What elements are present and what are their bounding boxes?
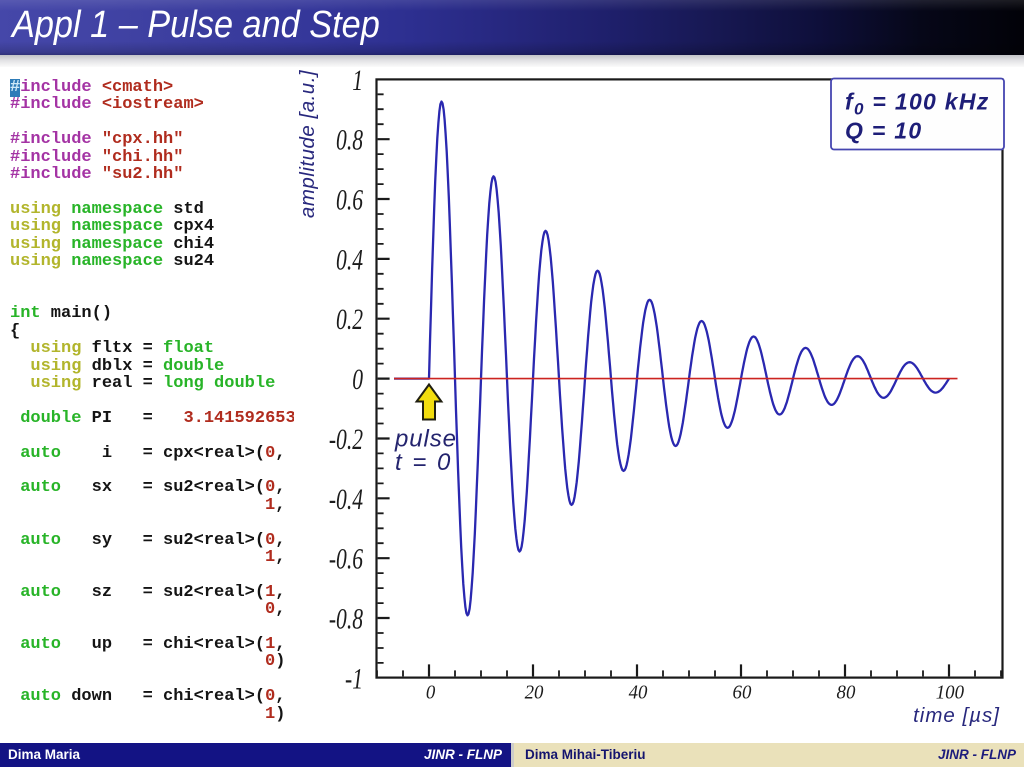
svg-text:0.8: 0.8 [336, 123, 363, 156]
svg-text:60: 60 [733, 681, 752, 704]
svg-text:80: 80 [837, 681, 856, 704]
svg-text:f0 = 100 kHz: f0 = 100 kHz [845, 89, 990, 119]
svg-text:0.4: 0.4 [336, 243, 363, 276]
svg-text:pulse: pulse [394, 426, 457, 453]
svg-text:-1: -1 [345, 662, 363, 695]
svg-text:Q = 10: Q = 10 [845, 118, 923, 144]
svg-text:time [µs]: time [µs] [913, 704, 1000, 727]
svg-text:-0.4: -0.4 [329, 482, 363, 515]
svg-text:-0.2: -0.2 [329, 423, 363, 456]
svg-text:1: 1 [352, 64, 363, 97]
svg-text:amplitude [a.u.]: amplitude [a.u.] [296, 69, 319, 218]
svg-text:0.6: 0.6 [336, 183, 363, 216]
svg-text:-0.6: -0.6 [329, 542, 363, 575]
svg-text:-0.8: -0.8 [329, 602, 363, 635]
svg-text:0: 0 [426, 681, 436, 704]
svg-text:t = 0: t = 0 [395, 449, 452, 476]
svg-text:40: 40 [629, 681, 648, 704]
svg-text:0: 0 [352, 363, 363, 396]
svg-text:20: 20 [525, 681, 544, 704]
svg-text:0.2: 0.2 [336, 303, 363, 336]
svg-text:100: 100 [936, 681, 964, 704]
